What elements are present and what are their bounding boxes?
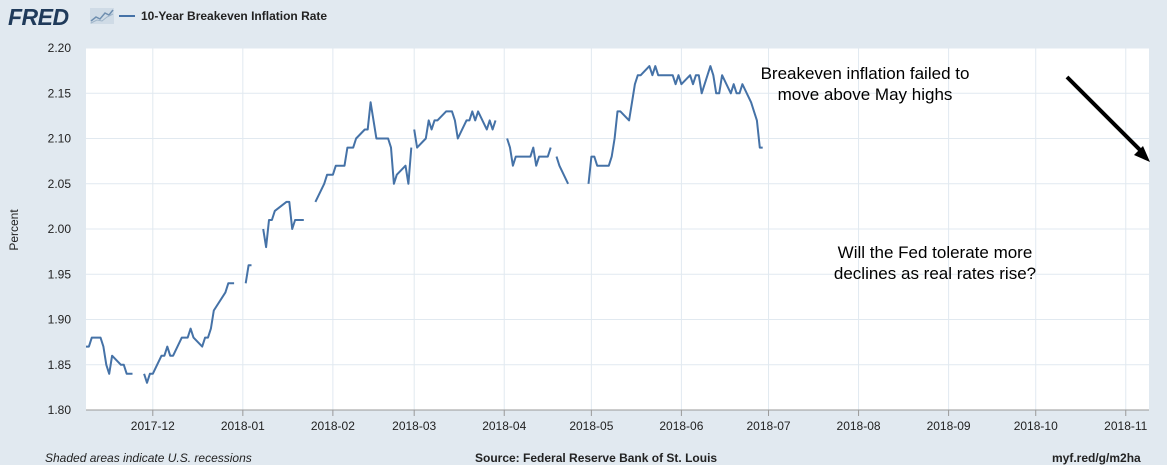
x-tick-label: 2018-03	[392, 419, 436, 433]
annotation-text: declines as real rates rise?	[834, 264, 1036, 283]
series-segment	[244, 264, 252, 284]
annotation-text: move above May highs	[778, 85, 953, 104]
x-tick-label: 2018-08	[837, 419, 881, 433]
x-tick-label: 2018-10	[1014, 419, 1058, 433]
y-tick-label: 2.10	[48, 132, 72, 146]
annotation-text: Breakeven inflation failed to	[761, 64, 970, 83]
x-tick-label: 2018-05	[569, 419, 613, 433]
legend-line-icon	[119, 15, 135, 17]
series-segment	[506, 138, 552, 167]
y-tick-label: 1.85	[48, 358, 72, 372]
series-segment	[262, 200, 304, 249]
x-tick-label: 2017-12	[131, 419, 175, 433]
arrow-icon	[1065, 75, 1146, 156]
y-tick-label: 2.05	[48, 177, 72, 191]
y-tick-label: 2.20	[48, 41, 72, 55]
fred-logo[interactable]: FRED	[8, 4, 69, 30]
y-axis-label: Percent	[7, 209, 21, 251]
annotation-text: Will the Fed tolerate more	[838, 243, 1033, 262]
series-segment	[143, 282, 235, 384]
trend-arrow	[1065, 75, 1150, 162]
y-axis-ticks: 1.80 1.85 1.90 1.95 2.00 2.05 2.10 2.15 2.20	[48, 41, 72, 417]
series-segment	[413, 110, 497, 149]
series-segment	[555, 156, 570, 185]
y-tick-label: 1.90	[48, 313, 72, 327]
series-segment	[314, 101, 413, 203]
x-tick-label: 2018-04	[482, 419, 526, 433]
x-tick-label: 2018-11	[1104, 419, 1147, 433]
series-line	[86, 65, 763, 384]
source-note: Source: Federal Reserve Bank of St. Loui…	[475, 451, 718, 465]
legend: 10-Year Breakeven Inflation Rate	[119, 9, 327, 23]
trend-chart-icon	[90, 8, 114, 24]
legend-label: 10-Year Breakeven Inflation Rate	[141, 9, 328, 23]
x-tick-label: 2018-02	[311, 419, 355, 433]
x-tick-label: 2018-07	[747, 419, 791, 433]
y-tick-label: 1.95	[48, 267, 72, 281]
series-segment	[86, 336, 133, 375]
arrow-head-icon	[1134, 146, 1150, 162]
short-link[interactable]: myf.red/g/m2ha	[1052, 451, 1141, 465]
graph-footer: Shaded areas indicate U.S. recessions So…	[0, 448, 1167, 465]
y-tick-label: 1.80	[48, 403, 72, 417]
x-tick-label: 2018-09	[927, 419, 971, 433]
recession-note: Shaded areas indicate U.S. recessions	[45, 451, 252, 465]
x-tick-label: 2018-06	[659, 419, 703, 433]
y-tick-label: 2.15	[48, 86, 72, 100]
x-tick-label: 2018-01	[221, 419, 265, 433]
graph-header: FRED 10-Year Breakeven Inflation Rate	[0, 0, 1167, 36]
y-tick-label: 2.00	[48, 222, 72, 236]
annotations: Breakeven inflation failed to move above …	[761, 64, 1037, 283]
x-axis-ticks: 2017-12 2018-01 2018-02 2018-03 2018-04 2018-…	[86, 409, 1149, 433]
series-segment	[587, 65, 763, 184]
